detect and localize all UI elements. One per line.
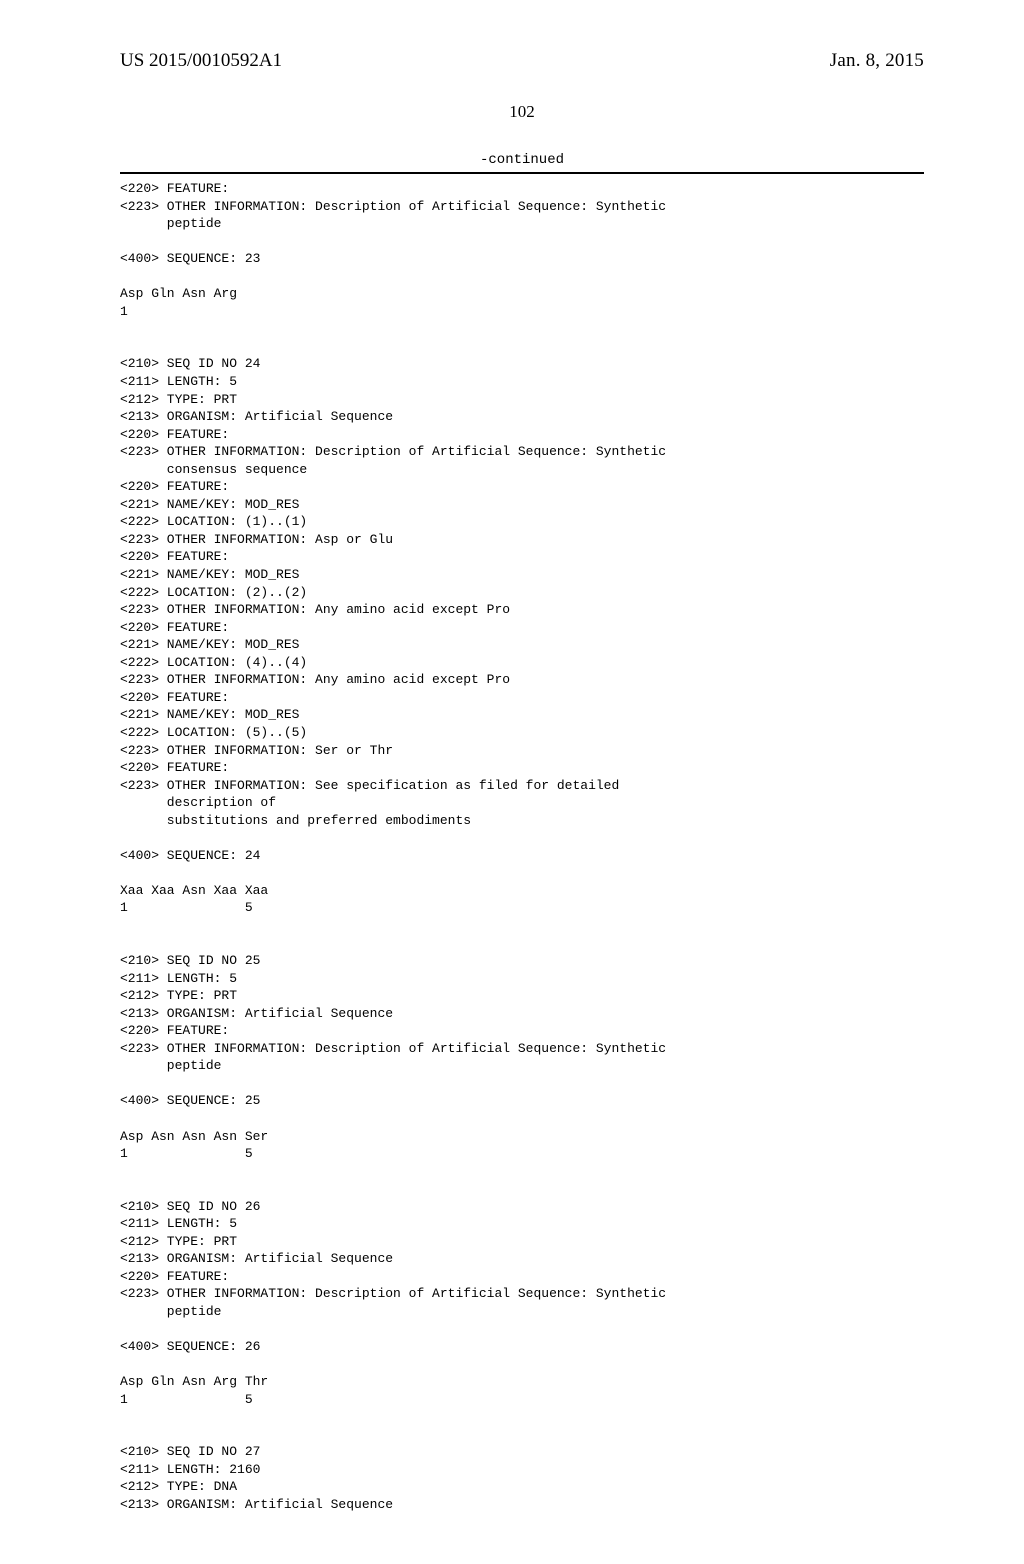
continued-label: -continued xyxy=(120,152,924,168)
publication-date: Jan. 8, 2015 xyxy=(830,50,924,72)
page-number: 102 xyxy=(120,102,924,122)
sequence-listing: <220> FEATURE: <223> OTHER INFORMATION: … xyxy=(120,180,924,1514)
page-container: US 2015/0010592A1 Jan. 8, 2015 102 -cont… xyxy=(0,0,1024,1564)
publication-number: US 2015/0010592A1 xyxy=(120,50,282,72)
page-header: US 2015/0010592A1 Jan. 8, 2015 xyxy=(120,50,924,72)
horizontal-rule xyxy=(120,172,924,174)
